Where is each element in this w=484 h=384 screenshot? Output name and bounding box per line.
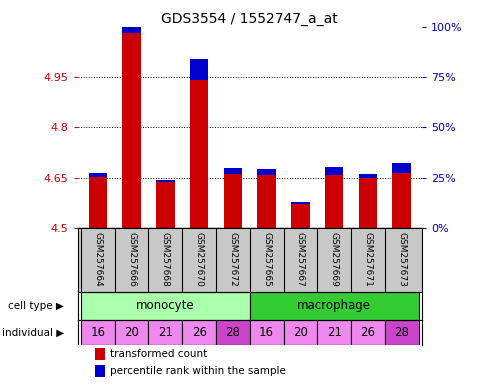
Bar (115, 320, 148, 345)
Bar (392, 173, 410, 228)
Bar (223, 168, 242, 174)
Text: transformed count: transformed count (110, 349, 207, 359)
Text: 20: 20 (124, 326, 139, 339)
Bar (324, 175, 343, 228)
Bar (317, 320, 350, 345)
Text: GSM257669: GSM257669 (329, 232, 338, 287)
Bar (283, 320, 317, 345)
Bar (95, 365, 105, 377)
Text: 16: 16 (258, 326, 273, 339)
Text: GSM257665: GSM257665 (262, 232, 271, 287)
Bar (189, 60, 208, 79)
Bar (249, 320, 283, 345)
Text: 26: 26 (191, 326, 206, 339)
Text: 28: 28 (225, 326, 240, 339)
Bar (290, 204, 309, 228)
Bar (215, 320, 249, 345)
Bar (384, 320, 418, 345)
Text: cell type ▶: cell type ▶ (8, 301, 64, 311)
Bar (249, 292, 418, 320)
Text: individual ▶: individual ▶ (2, 328, 64, 338)
Text: macrophage: macrophage (297, 299, 370, 312)
Text: monocyte: monocyte (136, 299, 194, 312)
Bar (290, 202, 309, 204)
Text: percentile rank within the sample: percentile rank within the sample (110, 366, 286, 376)
Text: 21: 21 (158, 326, 172, 339)
Text: GSM257666: GSM257666 (127, 232, 136, 287)
Bar (89, 177, 107, 228)
Bar (358, 178, 377, 228)
Bar (122, 33, 141, 228)
Bar (156, 180, 174, 182)
Bar (257, 169, 275, 175)
Bar (81, 292, 249, 320)
Bar (189, 79, 208, 228)
Text: GSM257671: GSM257671 (363, 232, 372, 287)
Bar (122, 8, 141, 33)
Text: 21: 21 (326, 326, 341, 339)
Text: GSM257664: GSM257664 (93, 232, 102, 287)
Bar (324, 167, 343, 175)
Bar (156, 182, 174, 228)
Bar (358, 174, 377, 178)
Text: 20: 20 (292, 326, 307, 339)
Text: GSM257673: GSM257673 (396, 232, 406, 287)
Bar (81, 320, 115, 345)
Text: 26: 26 (360, 326, 375, 339)
Bar (95, 348, 105, 360)
Bar (257, 175, 275, 228)
Bar (148, 320, 182, 345)
Bar (223, 174, 242, 228)
Bar (350, 320, 384, 345)
Text: 16: 16 (90, 326, 105, 339)
Text: 28: 28 (393, 326, 408, 339)
Text: GSM257672: GSM257672 (228, 232, 237, 287)
Bar (89, 173, 107, 177)
Text: GSM257668: GSM257668 (161, 232, 169, 287)
Title: GDS3554 / 1552747_a_at: GDS3554 / 1552747_a_at (161, 12, 337, 26)
Bar (182, 320, 215, 345)
Text: GSM257670: GSM257670 (194, 232, 203, 287)
Text: GSM257667: GSM257667 (295, 232, 304, 287)
Bar (392, 163, 410, 173)
